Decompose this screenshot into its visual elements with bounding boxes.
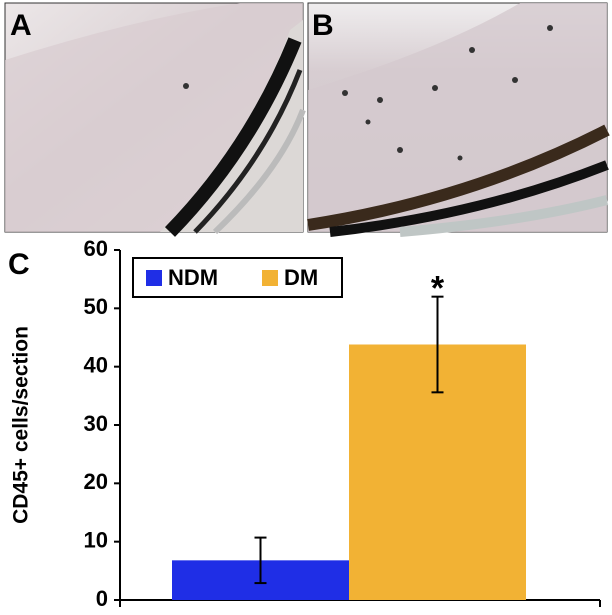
legend-swatch [146,270,162,286]
panel-label: B [312,9,334,42]
legend-label: DM [284,265,318,290]
panel-label: A [10,9,32,42]
y-axis-label: CD45+ cells/section [10,326,33,524]
legend-label: NDM [168,265,218,290]
y-tick-label: 20 [84,469,108,494]
legend-swatch [262,270,278,286]
y-tick-label: 40 [84,352,108,377]
y-tick-label: 30 [84,411,108,436]
micrograph-b [307,2,610,237]
y-tick-label: 10 [84,527,108,552]
y-tick-label: 50 [84,294,108,319]
y-tick-label: 0 [96,586,108,611]
micrograph-a [4,2,306,237]
legend [132,257,343,298]
panel-label: C [8,248,30,281]
y-tick-label: 60 [84,236,108,261]
annotation: * [431,270,445,308]
